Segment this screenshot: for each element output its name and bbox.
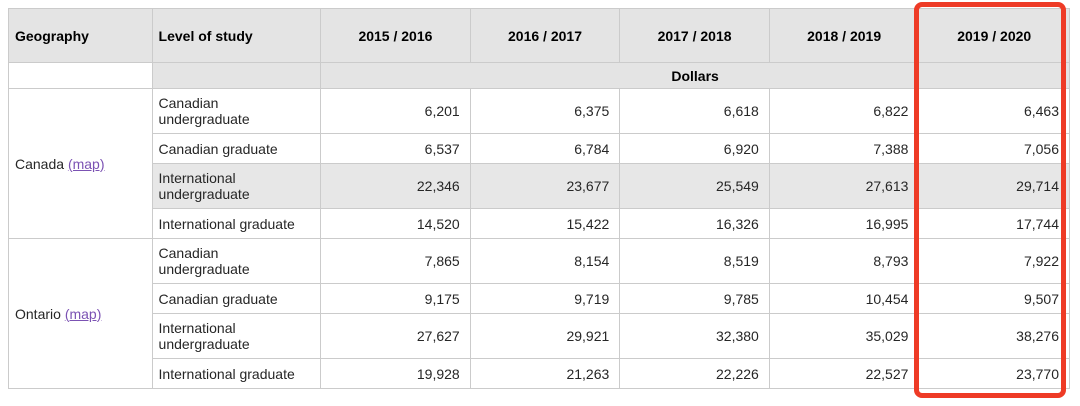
geography-label: Ontario [15,305,61,322]
column-header-2016-2017: 2016 / 2017 [469,8,621,63]
value-cell: 22,527 [768,358,920,389]
level-of-study-cell: Canadian graduate [151,283,322,314]
value-cell: 23,677 [469,163,621,209]
value-cell: 6,784 [469,133,621,164]
value-cell: 16,995 [768,208,920,239]
value-cell: 10,454 [768,283,920,314]
column-header-2017-2018: 2017 / 2018 [619,8,770,63]
table-row: International undergraduate 27,627 29,92… [9,313,1070,359]
table-row: Ontario (map) Canadian undergraduate 7,8… [8,238,1070,389]
level-of-study-cell: International undergraduate [151,163,322,209]
value-cell: 27,613 [768,163,920,209]
value-cell: 21,263 [469,358,621,389]
units-label: Dollars [320,62,1070,89]
value-cell: 8,154 [469,238,621,284]
value-cell: 6,618 [619,88,770,134]
units-row: Dollars [8,62,1070,89]
level-of-study-cell: International undergraduate [151,313,322,359]
value-cell: 9,507 [918,283,1070,314]
value-cell: 35,029 [768,313,920,359]
ontario-map-link[interactable]: (map) [64,305,102,322]
value-cell: 7,922 [918,238,1070,284]
table-row: Canadian graduate 6,537 6,784 6,920 7,38… [9,133,1070,164]
value-cell: 16,326 [619,208,770,239]
value-cell: 27,627 [320,313,471,359]
value-cell: 7,388 [768,133,920,164]
column-header-2019-2020: 2019 / 2020 [918,8,1070,63]
value-cell: 6,463 [918,88,1070,134]
value-cell: 23,770 [918,358,1070,389]
table-row-highlighted: International undergraduate 22,346 23,67… [9,163,1070,209]
value-cell: 6,375 [469,88,621,134]
value-cell: 6,920 [619,133,770,164]
header-row: Geography Level of study 2015 / 2016 201… [8,8,1070,63]
canada-map-link[interactable]: (map) [67,155,105,172]
value-cell: 25,549 [619,163,770,209]
level-of-study-cell: International graduate [151,358,322,389]
column-header-level-of-study: Level of study [151,8,322,63]
column-header-2018-2019: 2018 / 2019 [768,8,920,63]
column-header-2015-2016: 2015 / 2016 [320,8,471,63]
empty-geography-cell [8,62,153,89]
value-cell: 32,380 [619,313,770,359]
value-cell: 29,714 [918,163,1070,209]
level-of-study-cell: International graduate [151,208,322,239]
table-row: International graduate 14,520 15,422 16,… [9,208,1070,239]
geography-label: Canada [15,155,65,172]
table-row: International graduate 19,928 21,263 22,… [9,358,1070,389]
level-of-study-cell: Canadian undergraduate [151,88,322,134]
value-cell: 6,201 [320,88,471,134]
tuition-fees-table: Geography Level of study 2015 / 2016 201… [8,8,1070,389]
value-cell: 9,175 [320,283,471,314]
value-cell: 9,785 [619,283,770,314]
value-cell: 29,921 [469,313,621,359]
value-cell: 22,226 [619,358,770,389]
value-cell: 22,346 [320,163,471,209]
value-cell: 8,793 [768,238,920,284]
value-cell: 7,865 [320,238,471,284]
value-cell: 6,822 [768,88,920,134]
table-row: Canada (map) Canadian undergraduate 6,20… [8,88,1070,239]
value-cell: 15,422 [469,208,621,239]
empty-level-cell [151,62,322,89]
value-cell: 6,537 [320,133,471,164]
value-cell: 14,520 [320,208,471,239]
level-of-study-cell: Canadian undergraduate [151,238,322,284]
column-header-geography: Geography [8,8,153,63]
geography-cell-ontario: Ontario (map) [8,238,153,389]
geography-cell-canada: Canada (map) [8,88,153,239]
level-of-study-cell: Canadian graduate [151,133,322,164]
value-cell: 19,928 [320,358,471,389]
value-cell: 8,519 [619,238,770,284]
value-cell: 17,744 [918,208,1070,239]
value-cell: 9,719 [469,283,621,314]
table-row: Canadian graduate 9,175 9,719 9,785 10,4… [9,283,1070,314]
value-cell: 38,276 [918,313,1070,359]
value-cell: 7,056 [918,133,1070,164]
